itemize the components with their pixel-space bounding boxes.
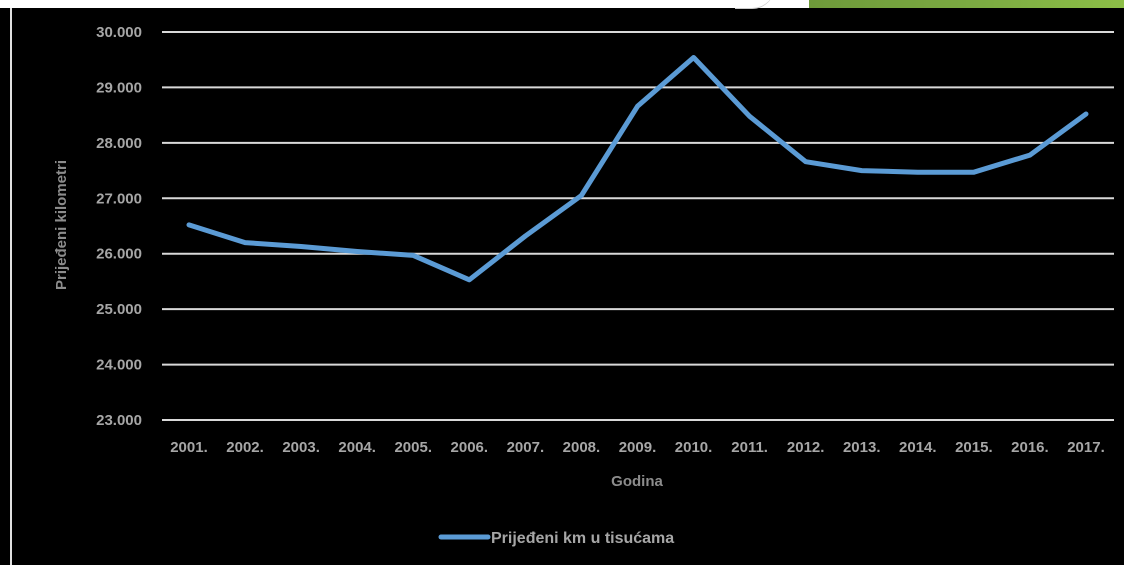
y-tick-label: 23.000 bbox=[96, 412, 142, 429]
y-tick-label: 28.000 bbox=[96, 135, 142, 152]
x-tick-label: 2008. bbox=[563, 439, 601, 456]
y-tick-label: 25.000 bbox=[96, 301, 142, 318]
x-tick-label: 2002. bbox=[226, 439, 264, 456]
x-tick-label: 2006. bbox=[451, 439, 489, 456]
top-strip bbox=[0, 0, 1124, 8]
y-tick-label: 26.000 bbox=[96, 246, 142, 263]
series-line bbox=[186, 55, 1089, 283]
legend: Prijeđeni km u tisućama bbox=[438, 530, 674, 547]
x-tick-label: 2013. bbox=[843, 439, 881, 456]
left-border-line bbox=[10, 8, 12, 565]
x-tick-label: 2009. bbox=[619, 439, 657, 456]
y-tick-label: 27.000 bbox=[96, 190, 142, 207]
x-tick-label: 2004. bbox=[338, 439, 376, 456]
gridlines bbox=[162, 31, 1114, 421]
x-tick-label: 2001. bbox=[170, 439, 208, 456]
y-tick-label: 30.000 bbox=[96, 24, 142, 41]
x-tick-label: 2017. bbox=[1067, 439, 1105, 456]
x-tick-label: 2015. bbox=[955, 439, 993, 456]
y-axis-ticks: 23.000 24.000 25.000 26.000 27.000 28.000 29.0… bbox=[96, 24, 142, 429]
decorative-curve bbox=[735, 0, 775, 9]
x-tick-label: 2014. bbox=[899, 439, 937, 456]
legend-label: Prijeđeni km u tisućama bbox=[491, 530, 674, 547]
y-tick-label: 24.000 bbox=[96, 357, 142, 374]
x-tick-label: 2010. bbox=[675, 439, 713, 456]
x-tick-label: 2007. bbox=[507, 439, 545, 456]
x-tick-label: 2003. bbox=[282, 439, 320, 456]
y-axis-title: Prijeđeni kilometri bbox=[53, 160, 70, 290]
x-tick-label: 2012. bbox=[787, 439, 825, 456]
x-tick-label: 2005. bbox=[394, 439, 432, 456]
x-tick-label: 2011. bbox=[731, 439, 768, 456]
x-axis-ticks: 2001. 2002. 2003. 2004. 2005. 2006. 2007. 2008.… bbox=[170, 439, 1105, 456]
x-tick-label: 2016. bbox=[1011, 439, 1049, 456]
y-tick-label: 29.000 bbox=[96, 79, 142, 96]
series-lines bbox=[186, 55, 1089, 283]
decorative-green-bar bbox=[809, 0, 1124, 8]
x-axis-title: Godina bbox=[611, 473, 663, 490]
